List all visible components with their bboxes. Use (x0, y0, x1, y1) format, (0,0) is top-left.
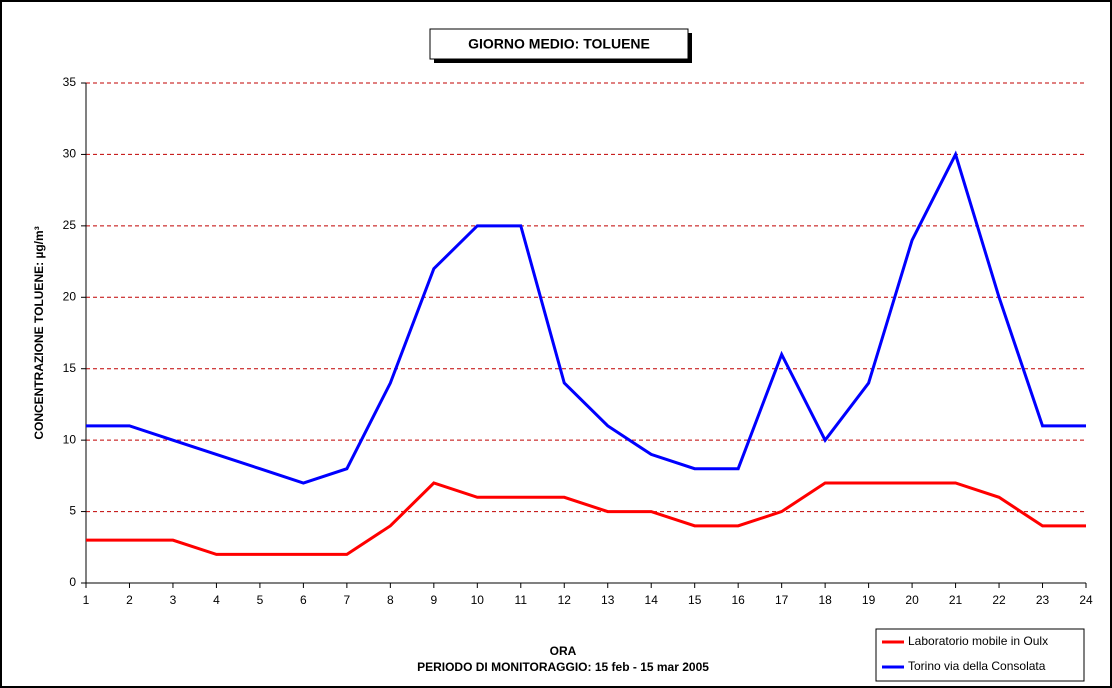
x-tick-label: 12 (558, 593, 572, 607)
y-tick-label: 15 (63, 361, 77, 375)
x-tick-label: 6 (300, 593, 307, 607)
chart-title: GIORNO MEDIO: TOLUENE (468, 36, 650, 52)
x-tick-label: 7 (344, 593, 351, 607)
series-line (86, 150, 1086, 485)
legend-label: Torino via della Consolata (908, 659, 1046, 673)
y-tick-label: 30 (63, 147, 77, 161)
legend-box (875, 628, 1085, 682)
x-tick-label: 9 (430, 593, 437, 607)
x-tick-label: 15 (688, 593, 702, 607)
x-tick-label: 8 (387, 593, 394, 607)
x-tick-label: 11 (515, 593, 528, 607)
y-axis-label: CONCENTRAZIONE TOLUENE: µg/m³ (32, 226, 46, 439)
x-tick-label: 24 (1079, 593, 1093, 607)
series-line (86, 481, 1086, 556)
x-tick-label: 10 (471, 593, 485, 607)
x-tick-label: 20 (905, 593, 919, 607)
title-box (429, 28, 689, 60)
y-tick-label: 20 (63, 289, 77, 303)
x-axis-label: ORA (550, 644, 577, 658)
x-tick-label: 13 (601, 593, 615, 607)
x-tick-label: 22 (992, 593, 1006, 607)
x-tick-label: 1 (83, 593, 90, 607)
y-tick-label: 25 (63, 218, 77, 232)
x-tick-label: 14 (645, 593, 659, 607)
x-tick-label: 21 (949, 593, 963, 607)
x-tick-label: 18 (818, 593, 832, 607)
x-tick-label: 23 (1036, 593, 1050, 607)
legend-label: Laboratorio mobile in Oulx (908, 634, 1048, 648)
x-tick-label: 3 (170, 593, 177, 607)
y-tick-label: 5 (69, 504, 76, 518)
x-tick-label: 16 (731, 593, 745, 607)
x-tick-label: 19 (862, 593, 876, 607)
y-tick-label: 10 (63, 432, 77, 446)
x-tick-label: 4 (213, 593, 220, 607)
x-tick-label: 17 (775, 593, 789, 607)
y-tick-label: 0 (69, 575, 76, 589)
x-tick-label: 5 (257, 593, 264, 607)
x-tick-label: 2 (126, 593, 133, 607)
x-axis-note: PERIODO DI MONITORAGGIO: 15 feb - 15 mar… (417, 660, 709, 674)
y-tick-label: 35 (63, 75, 77, 89)
